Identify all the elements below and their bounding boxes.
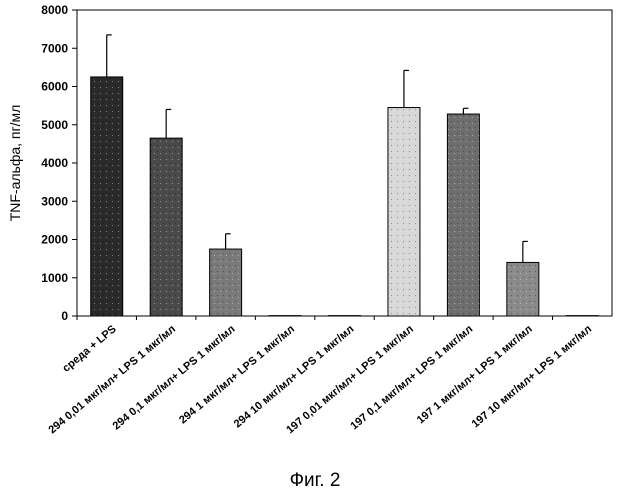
x-tick-label: 294 0,1 мкг/мл+ LPS 1 мкг/мл (111, 323, 238, 432)
figure-caption: Фиг. 2 (0, 470, 630, 492)
x-tick-label: среда + LPS (60, 323, 118, 375)
y-tick-label: 0 (61, 309, 68, 323)
x-tick-label: 197 0,01 мкг/мл+ LPS 1 мкг/мл (284, 323, 416, 436)
bar (388, 108, 420, 316)
bar (91, 77, 123, 316)
y-tick-label: 2000 (41, 233, 68, 247)
bar (210, 249, 242, 316)
x-tick-label: 197 0,1 мкг/мл+ LPS 1 мкг/мл (348, 323, 475, 432)
y-tick-label: 3000 (41, 194, 68, 208)
y-tick-label: 7000 (41, 41, 68, 55)
x-tick-label: 197 10 мкг/мл+ LPS 1 мкг/мл (470, 323, 595, 430)
y-tick-label: 4000 (41, 156, 68, 170)
bar (447, 114, 479, 316)
bar (507, 262, 539, 316)
bar (150, 138, 182, 316)
x-tick-label: 294 10 мкг/мл+ LPS 1 мкг/мл (232, 323, 357, 430)
y-axis-title: TNF-альфа, пг/мл (7, 105, 23, 222)
y-tick-label: 1000 (41, 271, 68, 285)
x-tick-label: 197 1 мкг/мл+ LPS 1 мкг/мл (415, 323, 535, 426)
y-tick-label: 8000 (41, 3, 68, 17)
x-tick-label: 294 1 мкг/мл+ LPS 1 мкг/мл (177, 323, 297, 426)
x-tick-label: 294 0,01 мкг/мл+ LPS 1 мкг/мл (46, 323, 178, 436)
y-tick-label: 5000 (41, 118, 68, 132)
y-tick-label: 6000 (41, 80, 68, 94)
